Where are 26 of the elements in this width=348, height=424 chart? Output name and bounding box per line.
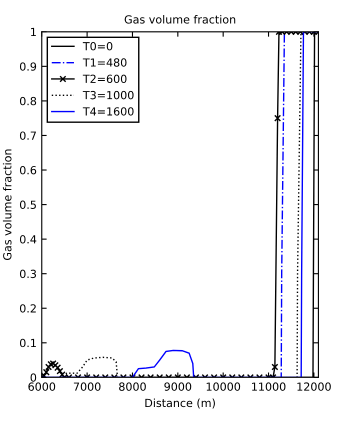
- chart-title: Gas volume fraction: [124, 15, 236, 24]
- y-tick-label: 0.6: [20, 166, 36, 174]
- y-tick-label: 1: [31, 28, 36, 36]
- y-tick-label: 0.9: [20, 62, 36, 71]
- y-tick-label: 0.8: [20, 96, 36, 106]
- legend-label: T2=600: [82, 74, 127, 84]
- y-tick-label: 0.5: [20, 200, 36, 209]
- legend-label: T3=1000: [82, 90, 134, 100]
- x-tick-label: 9000: [164, 382, 192, 391]
- x-axis-title: Distance (m): [145, 398, 215, 408]
- x-tick-label: 6000: [28, 382, 56, 391]
- legend-label: T0=0: [82, 42, 112, 50]
- legend-label: T1=480: [82, 58, 127, 67]
- y-tick-label: 0.3: [20, 270, 36, 278]
- y-tick-label: 0.7: [20, 131, 36, 140]
- y-tick-label: 0.1: [20, 338, 36, 348]
- legend-label: T4=1600: [82, 107, 134, 116]
- x-tick-label: 8000: [119, 382, 146, 391]
- y-axis-title: Gas volume fraction: [2, 149, 12, 260]
- x-tick-label: 11000: [252, 382, 286, 391]
- x-tick-label: 10000: [206, 382, 240, 391]
- y-tick-label: 0: [30, 373, 36, 382]
- y-tick-label: 0.2: [20, 304, 36, 313]
- x-tick-label: 12000: [297, 382, 331, 391]
- y-tick-label: 0.4: [20, 235, 36, 244]
- x-tick-label: 7000: [74, 382, 101, 391]
